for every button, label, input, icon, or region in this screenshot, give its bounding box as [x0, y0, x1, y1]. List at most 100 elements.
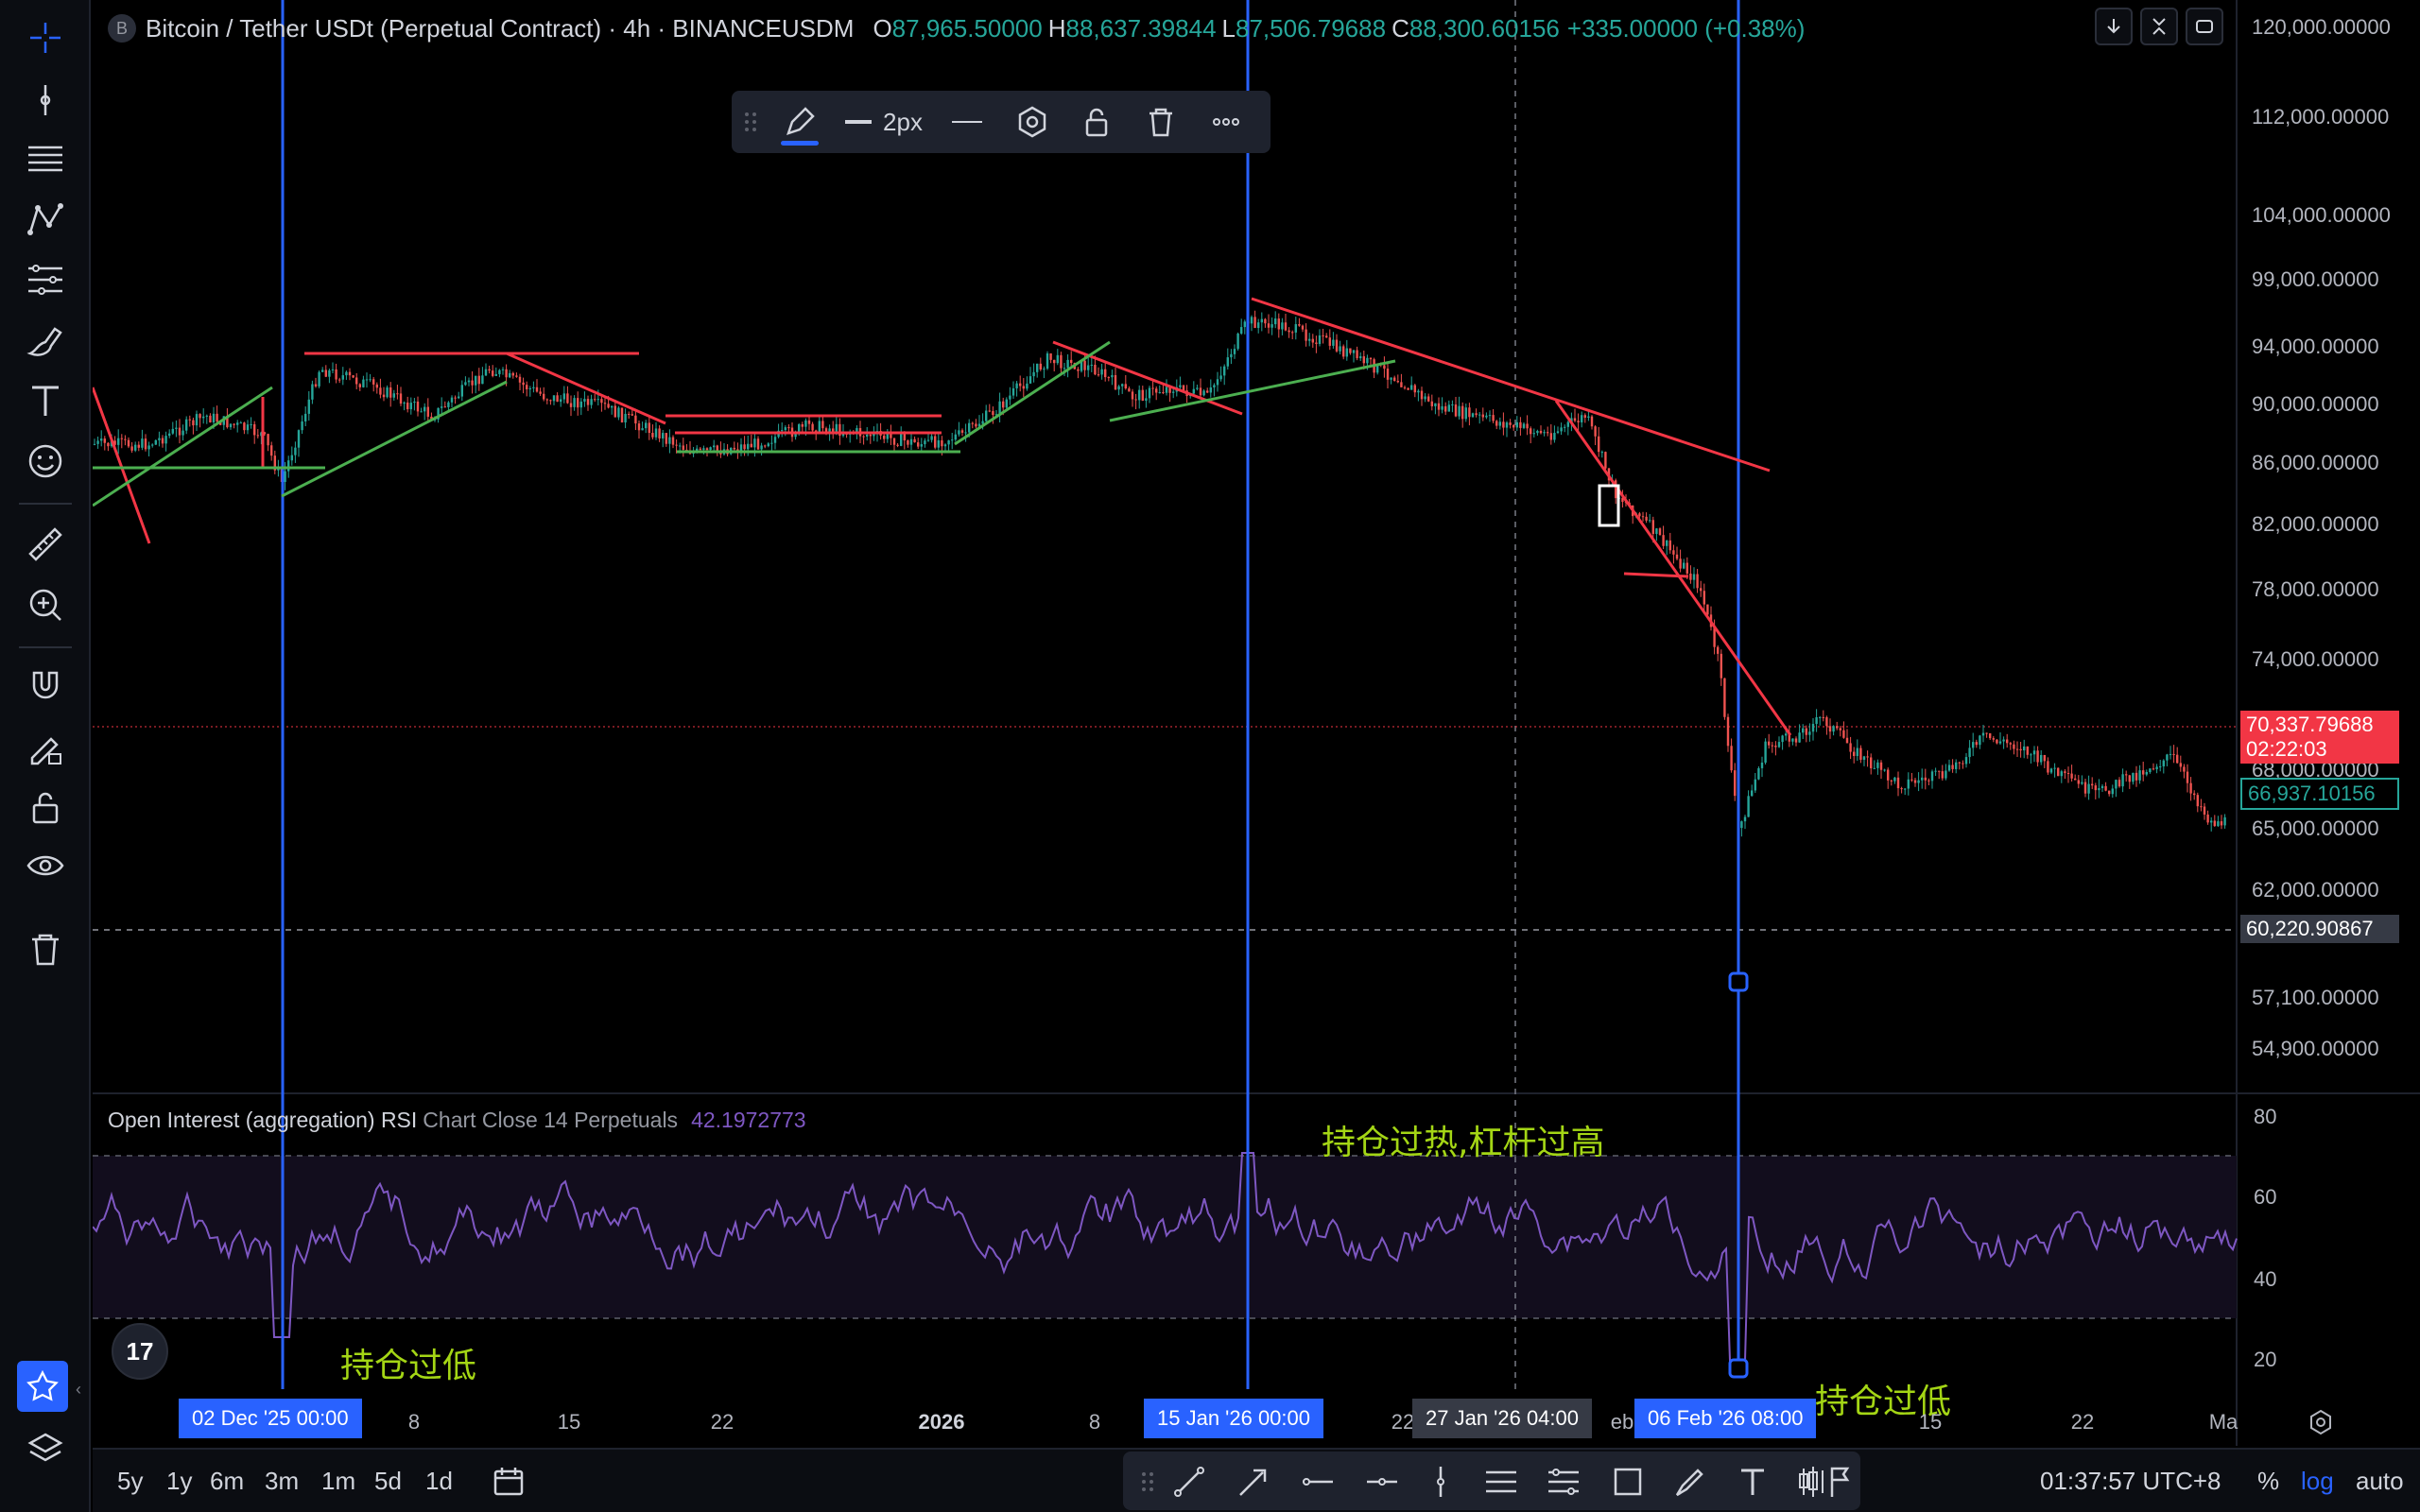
candle-body	[1128, 388, 1131, 392]
annotation-low-2[interactable]: 持仓过低	[1815, 1383, 1952, 1421]
text-icon[interactable]	[1734, 1463, 1772, 1501]
candle-body	[1675, 554, 1679, 559]
range-1m-button[interactable]: 1m	[321, 1467, 356, 1495]
horizontal-line-icon[interactable]	[1363, 1463, 1401, 1501]
percent-toggle[interactable]: %	[2257, 1467, 2280, 1495]
candle-body	[481, 375, 484, 385]
candle-body	[2064, 771, 2066, 774]
emoji-icon[interactable]	[17, 435, 74, 488]
ruler-icon[interactable]	[17, 518, 74, 571]
drag-handle-icon[interactable]	[732, 91, 769, 153]
candle-body	[1945, 770, 1947, 779]
pencil-icon[interactable]	[769, 91, 830, 153]
candle-body	[1672, 550, 1675, 555]
candle-body	[579, 401, 582, 408]
gear-icon[interactable]	[2307, 1408, 2335, 1436]
layers-icon[interactable]	[17, 1423, 74, 1476]
fullscreen-icon[interactable]	[2186, 8, 2223, 45]
range-5y-button[interactable]: 5y	[117, 1467, 144, 1495]
calendar-icon[interactable]	[492, 1465, 526, 1499]
pattern-icon[interactable]	[17, 193, 74, 246]
line-width-button[interactable]: 2px	[830, 91, 934, 153]
candle-body	[117, 438, 120, 445]
indicator-legend[interactable]: Open Interest (aggregation) RSI Chart Clo…	[108, 1108, 806, 1133]
candle-body	[590, 399, 593, 405]
regression-icon[interactable]	[1545, 1463, 1582, 1501]
eye-icon[interactable]	[17, 841, 74, 894]
fib-retracement-icon[interactable]	[17, 132, 74, 185]
candle-body	[1856, 747, 1858, 756]
drag-handle-icon[interactable]	[1129, 1463, 1167, 1501]
candle-body	[1492, 415, 1495, 421]
candle-body	[1743, 816, 1747, 822]
brush-icon[interactable]	[17, 314, 74, 367]
chart-canvas[interactable]	[93, 0, 2420, 1446]
candle-body	[1590, 416, 1594, 427]
candles-icon[interactable]	[1794, 1463, 1832, 1501]
candle-body	[2053, 767, 2056, 769]
range-1y-button[interactable]: 1y	[166, 1467, 193, 1495]
unlock-icon[interactable]	[17, 781, 74, 833]
candle-body	[828, 428, 831, 434]
candle-body	[743, 444, 746, 450]
candle-body	[1097, 374, 1100, 376]
arrow-down-icon[interactable]	[2095, 8, 2133, 45]
log-toggle[interactable]: log	[2301, 1467, 2334, 1495]
tradingview-logo[interactable]: 17	[112, 1323, 168, 1380]
candle-body	[1461, 405, 1464, 420]
trend-line-icon[interactable]	[1170, 1463, 1208, 1501]
forecast-icon[interactable]	[17, 253, 74, 306]
text-icon[interactable]	[17, 374, 74, 427]
candle-body	[209, 415, 212, 423]
arrow-icon[interactable]	[1235, 1463, 1272, 1501]
symbol-title[interactable]: Bitcoin / Tether USDt (Perpetual Contrac…	[146, 13, 855, 43]
range-3m-button[interactable]: 3m	[265, 1467, 300, 1495]
trash-icon[interactable]	[17, 922, 74, 975]
more-icon[interactable]	[1193, 91, 1259, 153]
horizontal-ray-icon[interactable]	[1299, 1463, 1337, 1501]
candle-body	[671, 437, 675, 445]
line-width-label: 2px	[883, 107, 923, 136]
time-tick: 8	[407, 1410, 421, 1434]
rectangle-icon[interactable]	[1609, 1463, 1647, 1501]
toolbar-collapse-icon[interactable]: ‹	[76, 1380, 81, 1399]
candle-body	[287, 460, 290, 472]
crosshair-icon[interactable]	[17, 11, 74, 64]
candle-body	[1253, 317, 1256, 329]
clock[interactable]: 01:37:57 UTC+8	[2040, 1467, 2221, 1495]
candle-body	[736, 449, 739, 451]
trash-icon[interactable]	[1129, 91, 1193, 153]
parallel-channel-icon[interactable]	[1482, 1463, 1520, 1501]
magnet-icon[interactable]	[17, 660, 74, 713]
unlock-icon[interactable]	[1064, 91, 1129, 153]
auto-toggle[interactable]: auto	[2356, 1467, 2404, 1495]
candle-body	[212, 413, 216, 423]
candle-body	[1668, 540, 1671, 551]
collapse-icon[interactable]	[2140, 8, 2178, 45]
line-style-icon[interactable]	[934, 91, 1000, 153]
candle-body	[607, 404, 610, 408]
candle-body	[341, 375, 344, 380]
candle-body	[424, 406, 426, 412]
candle-body	[1604, 452, 1607, 469]
vertical-line-icon[interactable]	[1422, 1463, 1460, 1501]
range-6m-button[interactable]: 6m	[210, 1467, 245, 1495]
candle-body	[2138, 770, 2141, 781]
range-1d-button[interactable]: 1d	[425, 1467, 453, 1495]
trend-line-icon[interactable]	[17, 74, 74, 127]
candle-body	[1972, 742, 1975, 748]
chart-area[interactable]: B Bitcoin / Tether USDt (Perpetual Contr…	[93, 0, 2420, 1446]
settings-hexagon-icon[interactable]	[1000, 91, 1064, 153]
zoom-in-icon[interactable]	[17, 578, 74, 631]
flag-icon[interactable]	[1823, 1463, 1860, 1501]
candle-body	[1696, 574, 1699, 589]
candle-body	[1512, 424, 1515, 428]
lock-drawing-icon[interactable]	[17, 720, 74, 773]
favorites-button[interactable]	[17, 1361, 68, 1412]
brush-icon[interactable]	[1671, 1463, 1709, 1501]
candle-body	[352, 375, 354, 378]
annotation-overheated[interactable]: 持仓过热,杠杆过高	[1322, 1124, 1605, 1162]
candle-body	[747, 443, 750, 450]
annotation-low-1[interactable]: 持仓过低	[340, 1347, 477, 1385]
range-5d-button[interactable]: 5d	[374, 1467, 402, 1495]
